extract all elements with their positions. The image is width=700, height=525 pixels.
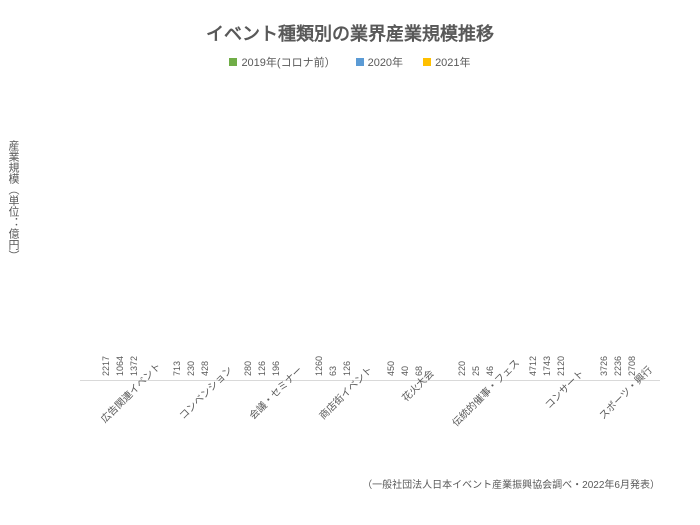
bar-value-label: 1743	[542, 356, 552, 376]
legend-label: 2021年	[435, 54, 470, 70]
bar-value-label: 3726	[599, 356, 609, 376]
bars-wrap: 2217106413727132304282801261961260631264…	[80, 80, 660, 380]
chart-container: イベント種類別の業界産業規模推移 2019年(コロナ前） 2020年 2021年…	[0, 0, 700, 525]
legend-label: 2020年	[368, 54, 403, 70]
legend-item-2019: 2019年(コロナ前）	[229, 54, 335, 70]
bar-value-label: 450	[386, 361, 396, 376]
bar-value-label: 220	[457, 361, 467, 376]
bar-value-label: 713	[172, 361, 182, 376]
legend-swatch	[423, 58, 431, 66]
legend-item-2021: 2021年	[423, 54, 470, 70]
footer-note: （一般社団法人日本イベント産業振興協会調べ・2022年6月発表）	[30, 476, 660, 491]
chart-title: イベント種類別の業界産業規模推移	[30, 20, 670, 46]
legend-item-2020: 2020年	[356, 54, 403, 70]
x-axis-labels: 広告関連イベントコンベンション会議・セミナー商店街イベント花火大会伝統的催事・フ…	[80, 381, 660, 471]
legend: 2019年(コロナ前） 2020年 2021年	[30, 54, 670, 70]
legend-swatch	[229, 58, 237, 66]
bar-value-label: 1064	[115, 356, 125, 376]
bar-value-label: 1260	[314, 356, 324, 376]
bar-value-label: 2217	[101, 356, 111, 376]
bar-value-label: 280	[243, 361, 253, 376]
bar-value-label: 230	[186, 361, 196, 376]
plot-area: 2217106413727132304282801261961260631264…	[80, 80, 660, 381]
y-axis-label: 産業規模（単位：億円）	[5, 140, 21, 261]
legend-label: 2019年(コロナ前）	[241, 54, 335, 70]
bar-value-label: 63	[328, 366, 338, 376]
bar-value-label: 126	[257, 361, 267, 376]
legend-swatch	[356, 58, 364, 66]
